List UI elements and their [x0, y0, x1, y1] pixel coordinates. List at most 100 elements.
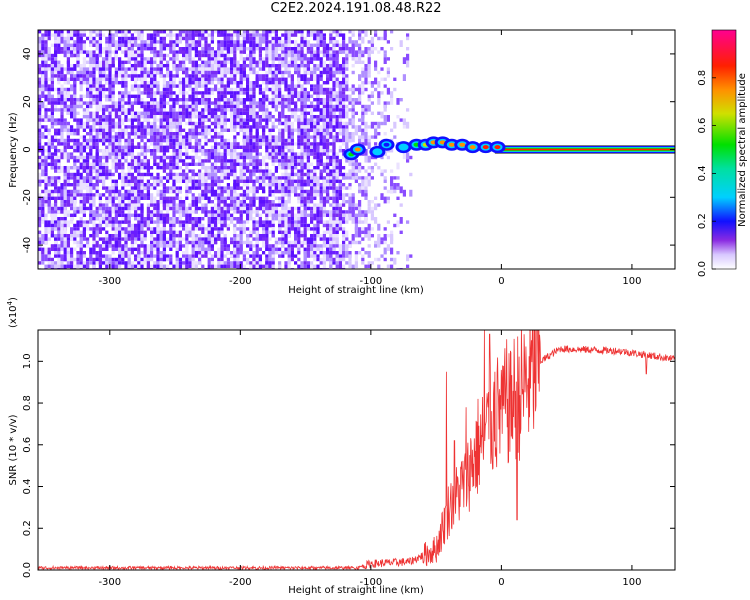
spectrogram-cell — [262, 220, 266, 224]
spectrogram-cell — [252, 50, 256, 54]
spectrogram-cell — [345, 193, 349, 197]
spectrogram-cell — [226, 33, 230, 37]
spectrogram-cell — [111, 264, 115, 268]
spectrogram-cell — [220, 47, 224, 51]
spectrogram-cell — [274, 213, 278, 221]
spectrogram-cell — [134, 135, 138, 139]
spectrogram-cell — [111, 33, 115, 37]
spectrogram-cell — [290, 30, 294, 34]
spectrogram-cell — [268, 172, 272, 177]
spectrogram-cell — [226, 162, 230, 166]
spectrogram-cell — [348, 162, 352, 166]
spectrogram-cell — [265, 183, 269, 187]
spectrogram-cell — [290, 40, 294, 44]
spectrogram-cell — [63, 87, 67, 92]
spectrogram-cell — [175, 172, 179, 177]
spectrogram-cell — [271, 227, 275, 231]
spectrogram-cell — [233, 43, 237, 47]
spectrogram-cell — [92, 87, 96, 92]
spectrogram-cell — [335, 60, 339, 64]
spectrogram-cell — [150, 240, 154, 245]
spectrogram-cell — [156, 84, 160, 92]
spectrogram-cell — [191, 159, 195, 163]
spectrogram-cell — [297, 145, 301, 149]
spectrogram-cell — [95, 121, 99, 126]
spectrogram-cell — [188, 213, 192, 217]
spectrogram-cell — [217, 237, 221, 241]
spectrogram-cell — [265, 40, 269, 47]
spectrogram-cell — [150, 104, 154, 109]
spectrogram-cell — [127, 166, 131, 173]
spectrogram-cell — [226, 196, 230, 200]
spectrogram-cell — [300, 128, 304, 132]
spectrogram-cell — [220, 118, 224, 126]
spectrogram-cell — [329, 128, 333, 132]
spectrogram-cell — [86, 125, 90, 129]
spectrogram-cell — [332, 111, 336, 115]
spectrogram-cell — [233, 57, 237, 61]
spectrogram-cell — [338, 196, 342, 200]
spectrogram-cell — [300, 138, 304, 143]
spectrogram-cell — [92, 81, 96, 85]
spectrogram-cell — [226, 203, 230, 211]
spectrogram-cell — [271, 261, 275, 265]
spectrogram-cell — [306, 57, 310, 61]
spectrogram-cell — [297, 162, 301, 166]
spectrogram-cell — [150, 115, 154, 119]
spectrogram-cell — [236, 261, 240, 265]
spectrogram-cell — [79, 220, 83, 224]
spectrogram-cell — [201, 36, 205, 41]
spectrogram-cell — [284, 70, 288, 75]
spectrogram-cell — [345, 104, 349, 109]
spectrogram-cell — [140, 213, 144, 221]
spectrogram-cell — [223, 115, 227, 119]
spectrogram-cell — [284, 152, 288, 156]
spectrogram-cell — [60, 169, 64, 173]
spectrogram-cell — [332, 145, 336, 149]
spectrogram-cell — [146, 87, 150, 92]
spectrogram-cell — [98, 179, 102, 183]
spectrogram-cell — [214, 169, 218, 177]
spectrogram-cell — [217, 210, 221, 214]
spectrogram-cell — [316, 227, 320, 234]
spectrogram-cell — [322, 64, 326, 68]
spectrogram-cell — [108, 98, 112, 102]
spectrogram-cell — [54, 237, 58, 245]
spectrogram-cell — [108, 176, 112, 180]
spectrogram-cell — [306, 203, 310, 207]
spectrogram-cell — [271, 84, 275, 88]
spectrogram-cell — [44, 166, 48, 173]
spectrogram-cell — [268, 57, 272, 61]
spectrogram-cell — [111, 138, 115, 143]
spectrogram-cell — [303, 152, 307, 156]
spectrogram-cell — [258, 220, 262, 228]
spectrogram-cell — [313, 145, 317, 153]
spectrogram-cell — [124, 155, 128, 160]
spectrogram-cell — [220, 70, 224, 75]
spectrogram-cell — [182, 264, 186, 269]
spectrogram-cell — [114, 101, 118, 109]
spectrogram-cell — [137, 223, 141, 231]
spectrogram-cell — [156, 53, 160, 58]
spectrogram-cell — [63, 247, 67, 255]
spectrogram-cell — [210, 91, 214, 95]
spectrogram-cell — [102, 132, 106, 139]
spectrogram-cell — [233, 210, 237, 214]
spectrogram-cell — [47, 77, 51, 81]
spectrogram-cell — [332, 251, 336, 255]
spectrogram-cell — [348, 183, 352, 187]
spectrogram-cell — [57, 196, 61, 200]
spectrogram-cell — [150, 64, 154, 68]
spectrogram-cell — [226, 98, 230, 102]
spectrogram-cell — [134, 264, 138, 268]
spectrogram-cell — [226, 101, 230, 105]
spectrogram-cell — [252, 57, 256, 64]
spectrogram-cell — [198, 186, 202, 190]
spectrogram-cell — [150, 98, 154, 102]
spectrogram-cell — [95, 152, 99, 160]
spectrogram-cell — [239, 128, 243, 132]
spectrogram-cell — [130, 264, 134, 269]
spectrogram-cell — [316, 149, 320, 153]
spectrogram-cell — [246, 64, 250, 68]
spectrogram-cell — [57, 247, 61, 251]
